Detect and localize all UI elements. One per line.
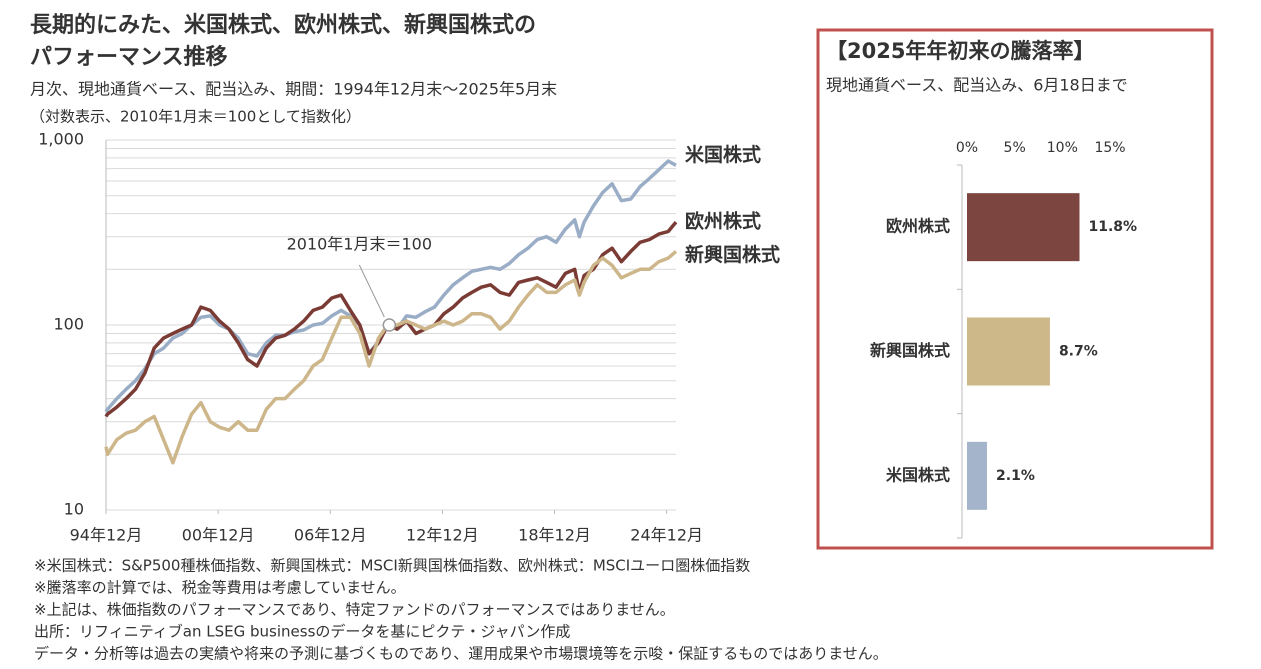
chart-subtitle: 現地通貨ベース、配当込み、6月18日まで: [826, 76, 1128, 95]
y-tick-label: 欧州株式: [886, 217, 950, 236]
series-label: 米国株式: [685, 143, 761, 166]
y-tick-label: 1,000: [38, 130, 84, 149]
x-tick-label: 12年12月: [406, 526, 479, 545]
x-tick-label: 10%: [1047, 140, 1078, 156]
value-label: 8.7%: [1059, 344, 1098, 360]
x-tick-label: 15%: [1094, 140, 1125, 156]
x-tick-label: 0%: [956, 140, 978, 156]
y-tick-label: 100: [53, 315, 84, 334]
x-tick-label: 94年12月: [70, 526, 143, 545]
annotation-marker: [382, 318, 397, 332]
footnote: 出所：リフィニティブan LSEG businessのデータを基にピクテ・ジャパ…: [34, 623, 570, 641]
value-label: 2.1%: [996, 468, 1035, 484]
value-label: 11.8%: [1088, 219, 1137, 235]
annotation: 2010年1月末＝100: [287, 235, 432, 254]
y-tick-label: 米国株式: [886, 465, 950, 484]
footnote: ※米国株式：S&P500種株価指数、新興国株式：MSCI新興国株価指数、欧州株式…: [34, 557, 750, 575]
series-line: [104, 159, 677, 413]
bar: [967, 193, 1080, 262]
footnote: データ・分析等は過去の実績や将来の予測に基づくものであり、運用成果や市場環境等を…: [34, 645, 888, 663]
series-line: [104, 250, 678, 465]
chart-title: 長期的にみた、米国株式、欧州株式、新興国株式の: [30, 12, 536, 38]
chart-subtitle: 月次、現地通貨ベース、配当込み、期間：1994年12月末～2025年5月末: [30, 80, 557, 99]
x-tick-label: 24年12月: [630, 526, 703, 545]
y-tick-label: 10: [64, 500, 84, 519]
chart-subtitle: （対数表示、2010年1月末＝100として指数化）: [30, 108, 361, 126]
bar: [967, 317, 1050, 386]
x-tick-label: 18年12月: [518, 526, 591, 545]
chart-title: パフォーマンス推移: [30, 44, 228, 70]
chart-title: 【2025年年初来の騰落率】: [826, 39, 1094, 63]
x-tick-label: 00年12月: [182, 526, 255, 545]
x-tick-label: 06年12月: [294, 526, 367, 545]
footnote: ※上記は、株価指数のパフォーマンスであり、特定ファンドのパフォーマンスではありま…: [34, 601, 675, 619]
x-tick-label: 5%: [1004, 140, 1026, 156]
y-tick-label: 新興国株式: [870, 341, 950, 360]
annotation-leader: [358, 264, 385, 318]
panel-frame: [816, 28, 1214, 550]
series-label: 新興国株式: [685, 243, 780, 266]
series-label: 欧州株式: [685, 210, 761, 233]
footnote: ※騰落率の計算では、税金等費用は考慮していません。: [34, 579, 406, 597]
bar: [967, 441, 988, 510]
